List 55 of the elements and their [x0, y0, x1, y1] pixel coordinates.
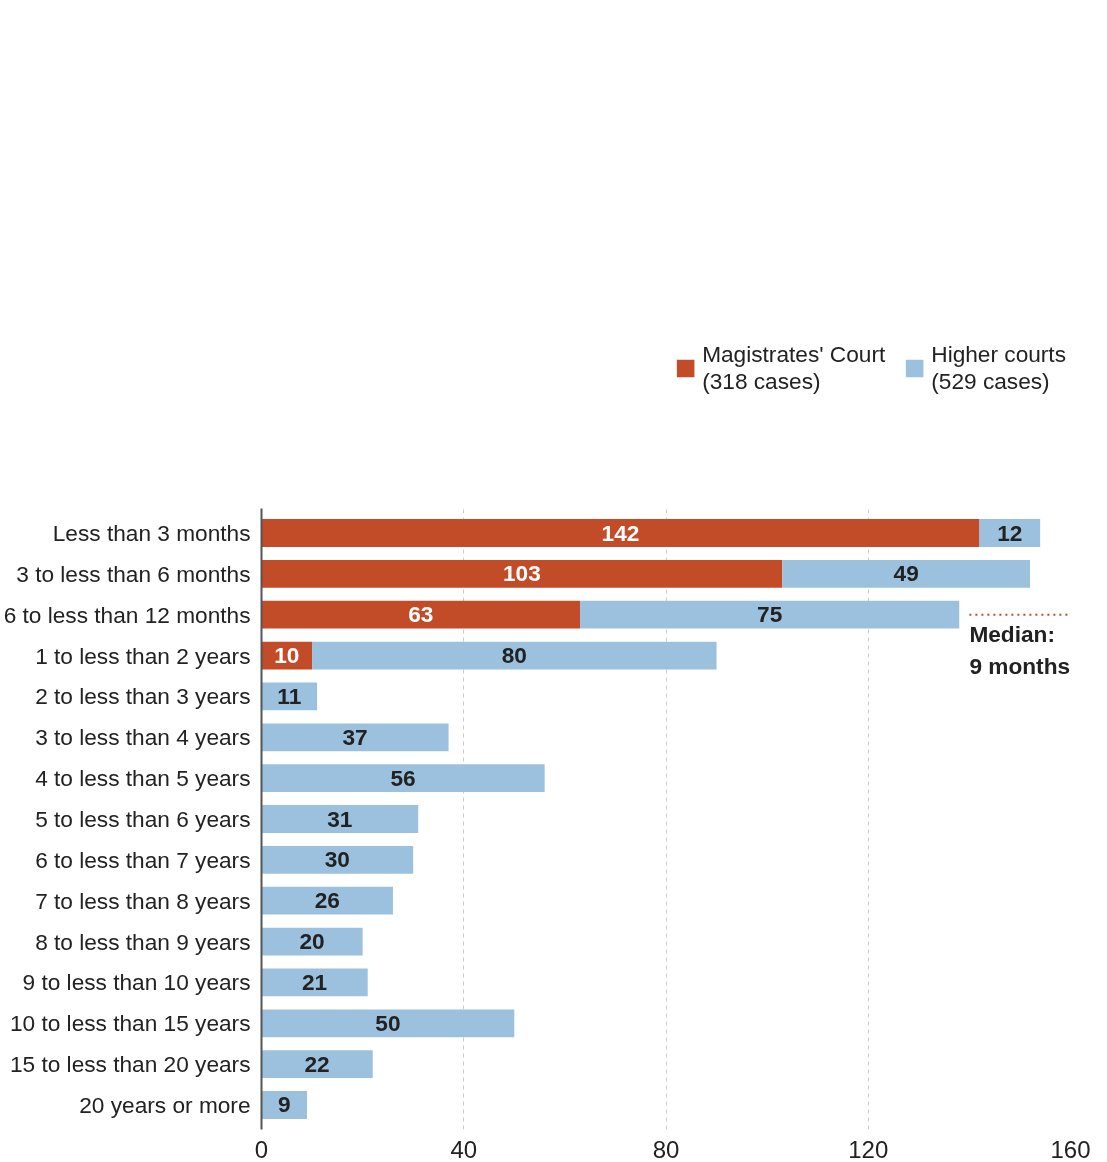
data-label: 22 [304, 1050, 330, 1077]
x-tick-label: 0 [254, 1135, 269, 1162]
data-label: 20 [299, 928, 325, 955]
bar [261, 1050, 373, 1079]
data-label: 63 [408, 601, 434, 628]
y-tick-label: Less than 3 months [52, 520, 251, 547]
y-tick-label: 3 to less than 4 years [35, 724, 251, 751]
y-tick-label: 6 to less than 12 months [3, 601, 251, 628]
data-label: 50 [375, 1009, 401, 1036]
data-label: 80 [501, 642, 527, 669]
bar [261, 845, 414, 874]
data-label: 56 [390, 764, 416, 791]
data-label: 103 [503, 560, 541, 587]
data-label: 26 [314, 887, 340, 914]
data-label: 142 [601, 519, 640, 546]
y-tick-label: 8 to less than 9 years [35, 928, 251, 955]
data-label: 37 [342, 723, 368, 750]
data-label: 11 [277, 682, 302, 709]
bar [261, 764, 545, 793]
bar [261, 519, 980, 547]
y-tick-label: 1 to less than 2 years [35, 642, 251, 669]
y-tick-label: 20 years or more [79, 1091, 251, 1118]
y-tick-label: 6 to less than 7 years [35, 846, 251, 873]
bar [312, 641, 717, 670]
y-tick-label: 3 to less than 6 months [16, 560, 251, 587]
bar [261, 723, 449, 752]
y-tick-label: 7 to less than 8 years [35, 887, 251, 914]
data-label: 9 [277, 1091, 291, 1118]
bar [261, 886, 393, 915]
bar [261, 805, 419, 833]
bar [580, 600, 960, 629]
data-label: 31 [327, 805, 353, 832]
bar [261, 559, 783, 588]
y-tick-label: 10 to less than 15 years [9, 1010, 251, 1037]
y-tick-label: 4 to less than 5 years [35, 765, 251, 792]
y-tick-label: 5 to less than 6 years [35, 806, 251, 832]
data-label: 30 [324, 846, 350, 873]
legend-label: Higher courts (529 cases) [931, 340, 1066, 395]
bar [261, 600, 581, 629]
x-tick-label: 80 [652, 1135, 680, 1162]
data-label: 10 [274, 642, 300, 669]
data-label: 49 [893, 560, 919, 587]
data-label: 12 [997, 519, 1023, 546]
y-tick-label: 9 to less than 10 years [22, 969, 251, 996]
legend-label: Magistrates' Court (318 cases) [702, 340, 886, 395]
data-label: 75 [757, 601, 783, 628]
x-tick-label: 120 [848, 1135, 889, 1162]
bar [782, 559, 1031, 588]
y-tick-label: 2 to less than 3 years [35, 683, 251, 710]
bar [261, 1009, 515, 1038]
ref-line-label: Median: 9 months [969, 620, 1071, 680]
data-label: 21 [301, 968, 328, 995]
x-tick-label: 40 [450, 1135, 478, 1162]
y-tick-label: 15 to less than 20 years [9, 1051, 251, 1078]
x-tick-label: 160 [1050, 1135, 1091, 1162]
